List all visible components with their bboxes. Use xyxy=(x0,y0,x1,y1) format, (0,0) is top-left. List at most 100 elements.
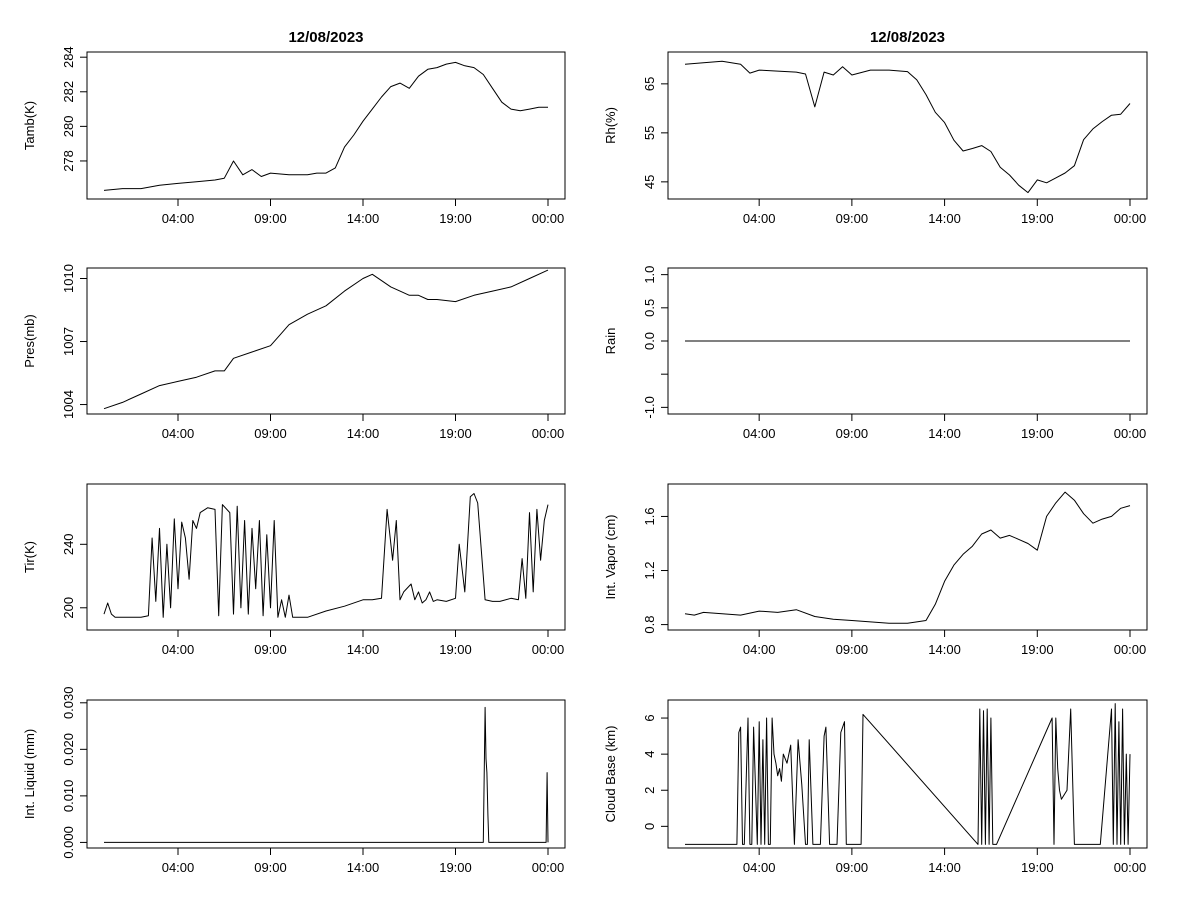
y-tick-label: 0.5 xyxy=(642,299,657,317)
panel-title: 12/08/2023 xyxy=(288,29,363,46)
x-tick-label: 00:00 xyxy=(1114,642,1147,657)
x-tick-label: 19:00 xyxy=(1021,860,1054,875)
panel-pres: Pres(mb) 04:00 09:00 14:00 19:00 00:00 1004 10… xyxy=(22,264,566,441)
x-tick-label: 09:00 xyxy=(254,426,287,441)
series-line-liquid xyxy=(104,706,549,843)
y-tick-label: 0 xyxy=(642,823,657,830)
series-line-rh xyxy=(684,60,1131,194)
y-axis-title: Int. Liquid (mm) xyxy=(22,729,37,819)
plot-frame xyxy=(86,51,566,200)
y-tick-label: 0.020 xyxy=(61,733,76,766)
x-tick-label: 00:00 xyxy=(532,860,565,875)
y-axis-title: Tamb(K) xyxy=(22,101,37,150)
panel-rain: Rain 04:00 09:00 14:00 19:00 00:00 -1.0 0.0 0.5… xyxy=(603,266,1148,441)
panel-tir: Tir(K) 04:00 09:00 14:00 19:00 00:00 200 240 xyxy=(22,483,566,657)
y-tick-label: 0.8 xyxy=(642,616,657,634)
x-tick-label: 09:00 xyxy=(254,211,287,226)
x-tick-label: 00:00 xyxy=(532,426,565,441)
panel-title: 12/08/2023 xyxy=(870,29,945,46)
plot-frame xyxy=(667,51,1148,200)
x-tick-label: 14:00 xyxy=(347,642,380,657)
x-tick-label: 00:00 xyxy=(532,211,565,226)
x-tick-label: 04:00 xyxy=(743,211,776,226)
y-tick-label: 200 xyxy=(61,597,76,619)
y-axis-title: Tir(K) xyxy=(22,541,37,573)
y-tick-label: 1004 xyxy=(61,390,76,419)
plot-frame xyxy=(86,267,566,415)
panel-liquid: Int. Liquid (mm) 04:00 09:00 14:00 19:00 00:… xyxy=(22,687,566,875)
y-tick-label: 284 xyxy=(61,46,76,68)
x-tick-label: 09:00 xyxy=(836,642,869,657)
x-tick-label: 19:00 xyxy=(439,426,472,441)
y-tick-label: 4 xyxy=(642,751,657,758)
y-tick-label: 282 xyxy=(61,81,76,103)
y-tick-label: 45 xyxy=(642,175,657,189)
y-tick-label: 2 xyxy=(642,787,657,794)
y-tick-label: 65 xyxy=(642,77,657,91)
x-tick-label: 00:00 xyxy=(1114,426,1147,441)
y-tick-label: 1.2 xyxy=(642,561,657,579)
plot-frame xyxy=(667,483,1148,631)
x-tick-label: 19:00 xyxy=(1021,211,1054,226)
x-tick-label: 19:00 xyxy=(439,211,472,226)
plot-frame xyxy=(667,699,1148,849)
x-tick-label: 14:00 xyxy=(347,426,380,441)
y-tick-label: 278 xyxy=(61,150,76,172)
x-tick-label: 04:00 xyxy=(162,426,195,441)
y-axis-title: Rain xyxy=(603,328,618,355)
y-axis-title: Int. Vapor (cm) xyxy=(603,514,618,599)
x-tick-label: 00:00 xyxy=(1114,860,1147,875)
x-tick-label: 19:00 xyxy=(1021,426,1054,441)
x-tick-label: 04:00 xyxy=(162,642,195,657)
x-tick-label: 09:00 xyxy=(254,860,287,875)
x-tick-label: 14:00 xyxy=(347,211,380,226)
y-tick-label: 0.000 xyxy=(61,826,76,859)
x-tick-label: 09:00 xyxy=(836,860,869,875)
x-tick-label: 14:00 xyxy=(928,860,961,875)
series-line-tir xyxy=(103,493,549,618)
plot-frame xyxy=(86,483,566,631)
y-tick-label: 280 xyxy=(61,116,76,138)
y-tick-label: 0.0 xyxy=(642,332,657,350)
y-axis-title: Cloud Base (km) xyxy=(603,726,618,823)
plot-frame xyxy=(86,699,566,849)
series-line-vapor xyxy=(684,491,1131,624)
x-tick-label: 14:00 xyxy=(928,642,961,657)
x-tick-label: 19:00 xyxy=(439,642,472,657)
y-tick-label: 6 xyxy=(642,714,657,721)
y-axis-title: Rh(%) xyxy=(603,107,618,144)
series-line-tamb xyxy=(103,61,548,191)
panel-vapor: Int. Vapor (cm) 04:00 09:00 14:00 19:00 00:0… xyxy=(603,483,1148,657)
y-tick-label: 1.0 xyxy=(642,266,657,284)
x-tick-label: 04:00 xyxy=(162,860,195,875)
y-axis-title: Pres(mb) xyxy=(22,314,37,367)
y-tick-label: 1007 xyxy=(61,327,76,356)
x-tick-label: 14:00 xyxy=(928,211,961,226)
x-tick-label: 04:00 xyxy=(743,860,776,875)
x-tick-label: 19:00 xyxy=(439,860,472,875)
x-tick-label: 09:00 xyxy=(254,642,287,657)
x-tick-label: 04:00 xyxy=(743,426,776,441)
y-tick-label: -1.0 xyxy=(642,396,657,418)
y-tick-label: 1010 xyxy=(61,264,76,293)
x-tick-label: 04:00 xyxy=(743,642,776,657)
y-tick-label: 0.010 xyxy=(61,780,76,813)
panel-tamb: 12/08/2023 Tamb(K) 04:00 09:00 14:00 19:00 0… xyxy=(22,29,566,226)
y-tick-label: 55 xyxy=(642,126,657,140)
x-tick-label: 04:00 xyxy=(162,211,195,226)
y-tick-label: 1.6 xyxy=(642,507,657,525)
x-tick-label: 14:00 xyxy=(928,426,961,441)
panel-cloudbase: Cloud Base (km) 04:00 09:00 14:00 19:00 00:0… xyxy=(603,699,1148,875)
x-tick-label: 00:00 xyxy=(1114,211,1147,226)
x-tick-label: 09:00 xyxy=(836,211,869,226)
x-tick-label: 09:00 xyxy=(836,426,869,441)
x-tick-label: 14:00 xyxy=(347,860,380,875)
x-tick-label: 19:00 xyxy=(1021,642,1054,657)
x-tick-label: 00:00 xyxy=(532,642,565,657)
panel-rh: 12/08/2023 Rh(%) 04:00 09:00 14:00 19:00 00:… xyxy=(603,29,1148,226)
y-tick-label: 0.030 xyxy=(61,687,76,720)
series-line-pres xyxy=(103,269,549,410)
series-line-cloudbase xyxy=(685,703,1131,845)
y-tick-label: 240 xyxy=(61,533,76,555)
